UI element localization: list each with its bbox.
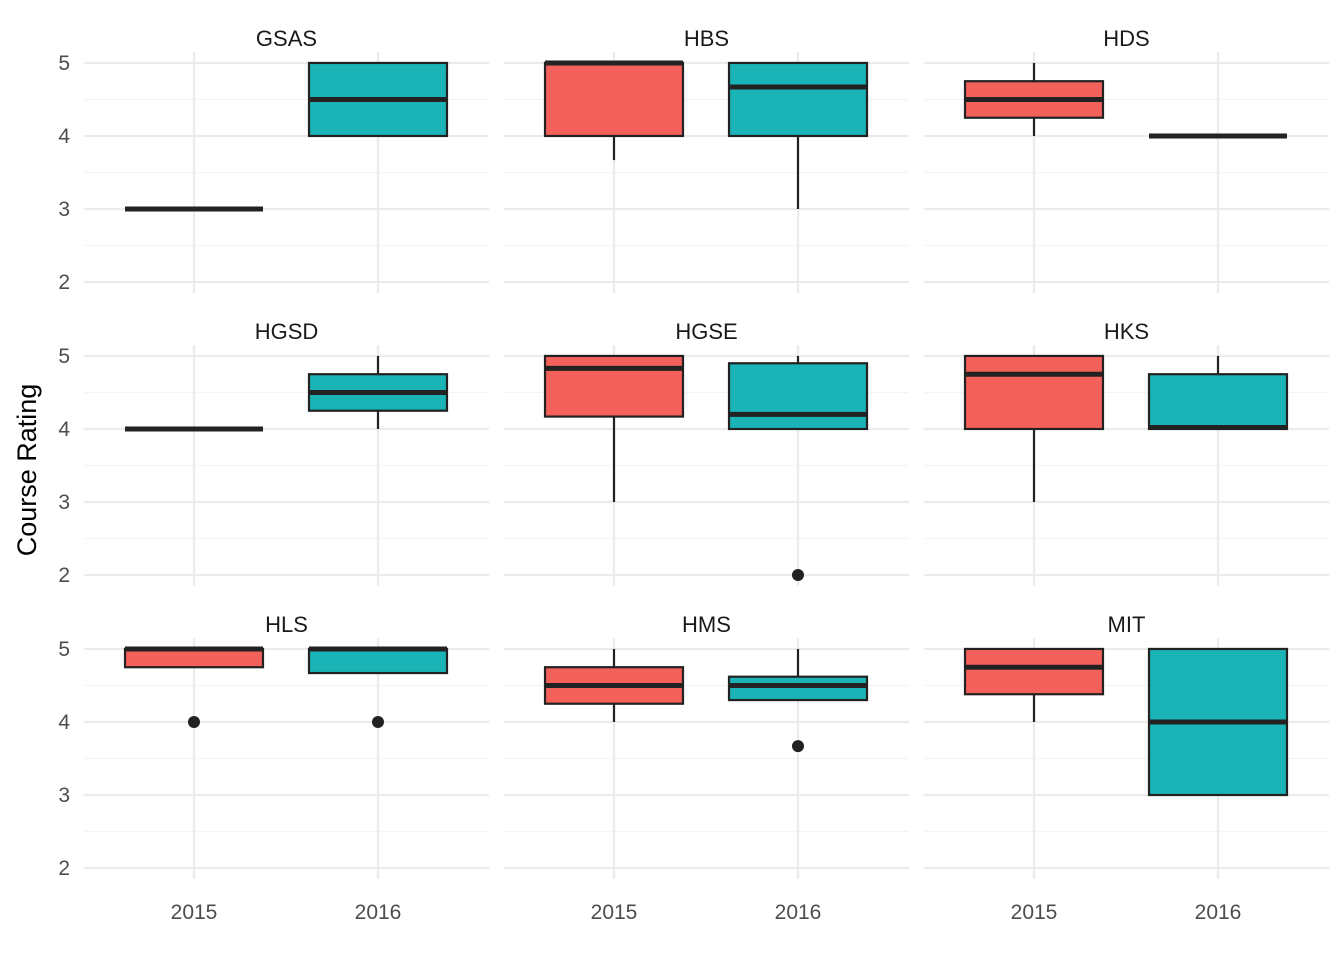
panel-hgse: HGSE — [504, 319, 909, 586]
outlier-point — [792, 569, 804, 582]
box-2015 — [963, 647, 1105, 722]
panel-mit: MIT 2015 2016 — [924, 612, 1329, 924]
y-tick-label: 3 — [58, 198, 70, 221]
x-tick-label: 2015 — [591, 901, 638, 924]
box-iqr — [543, 61, 685, 138]
facet-title: HBS — [684, 26, 729, 51]
facet-title: HDS — [1103, 26, 1149, 51]
box-2016 — [307, 646, 449, 728]
outlier-point — [372, 715, 384, 728]
outlier-point — [792, 740, 804, 753]
facet-title: GSAS — [256, 26, 317, 51]
panel-hbs: HBS — [504, 26, 909, 293]
box-iqr — [963, 354, 1105, 431]
box-2015 — [123, 646, 265, 728]
y-tick-label: 4 — [58, 125, 70, 148]
x-tick-label: 2015 — [1011, 901, 1058, 924]
y-tick-label: 2 — [58, 857, 70, 880]
panel-hgsd: HGSD 2 3 4 5 — [58, 319, 489, 587]
box-iqr — [963, 647, 1105, 696]
y-axis-label: Course Rating — [12, 384, 42, 557]
box-2016 — [307, 61, 449, 138]
facet-title: HGSD — [255, 319, 319, 344]
facet-title: HGSE — [675, 319, 737, 344]
panel-hms: HMS 2015 2016 — [504, 612, 909, 924]
x-tick-label: 2016 — [775, 901, 822, 924]
y-tick-label: 2 — [58, 564, 70, 587]
facet-panels: GSAS 2 3 4 5 HBS HDS HGSD 2 3 4 5 HGSE HKS HLS 2 3 4 5 2015… — [58, 26, 1329, 924]
box-2015 — [963, 62, 1105, 136]
box-iqr — [727, 61, 869, 138]
box-2015 — [543, 60, 685, 161]
panel-gsas: GSAS 2 3 4 5 — [58, 26, 489, 294]
y-tick-label: 3 — [58, 784, 70, 807]
box-iqr — [543, 354, 685, 418]
box-2016 — [727, 61, 869, 210]
outlier-point — [188, 715, 200, 728]
box-2016 — [1147, 647, 1289, 797]
box-2016 — [727, 648, 869, 753]
x-tick-label: 2016 — [1195, 901, 1242, 924]
facet-title: HKS — [1104, 319, 1149, 344]
x-tick-label: 2015 — [171, 901, 218, 924]
y-tick-label: 4 — [58, 711, 70, 734]
y-tick-label: 5 — [58, 638, 70, 661]
facet-title: HLS — [265, 612, 308, 637]
box-2015 — [543, 354, 685, 503]
y-tick-label: 2 — [58, 271, 70, 294]
box-iqr — [123, 647, 265, 669]
box-iqr — [307, 647, 449, 675]
y-tick-label: 4 — [58, 418, 70, 441]
box-2016 — [307, 355, 449, 429]
box-2015 — [543, 648, 685, 722]
box-iqr — [1147, 373, 1289, 431]
panel-hls: HLS 2 3 4 5 2015 2016 — [58, 612, 489, 924]
panel-hds: HDS — [924, 26, 1329, 293]
box-iqr — [727, 362, 869, 431]
box-2015 — [963, 354, 1105, 503]
panel-hks: HKS — [924, 319, 1329, 586]
box-iqr — [727, 675, 869, 702]
y-tick-label: 5 — [58, 345, 70, 368]
box-2016 — [1147, 355, 1289, 431]
y-tick-label: 5 — [58, 52, 70, 75]
facet-title: MIT — [1108, 612, 1146, 637]
facet-title: HMS — [682, 612, 731, 637]
y-tick-label: 3 — [58, 491, 70, 514]
x-tick-label: 2016 — [355, 901, 402, 924]
box-2016 — [727, 355, 869, 582]
